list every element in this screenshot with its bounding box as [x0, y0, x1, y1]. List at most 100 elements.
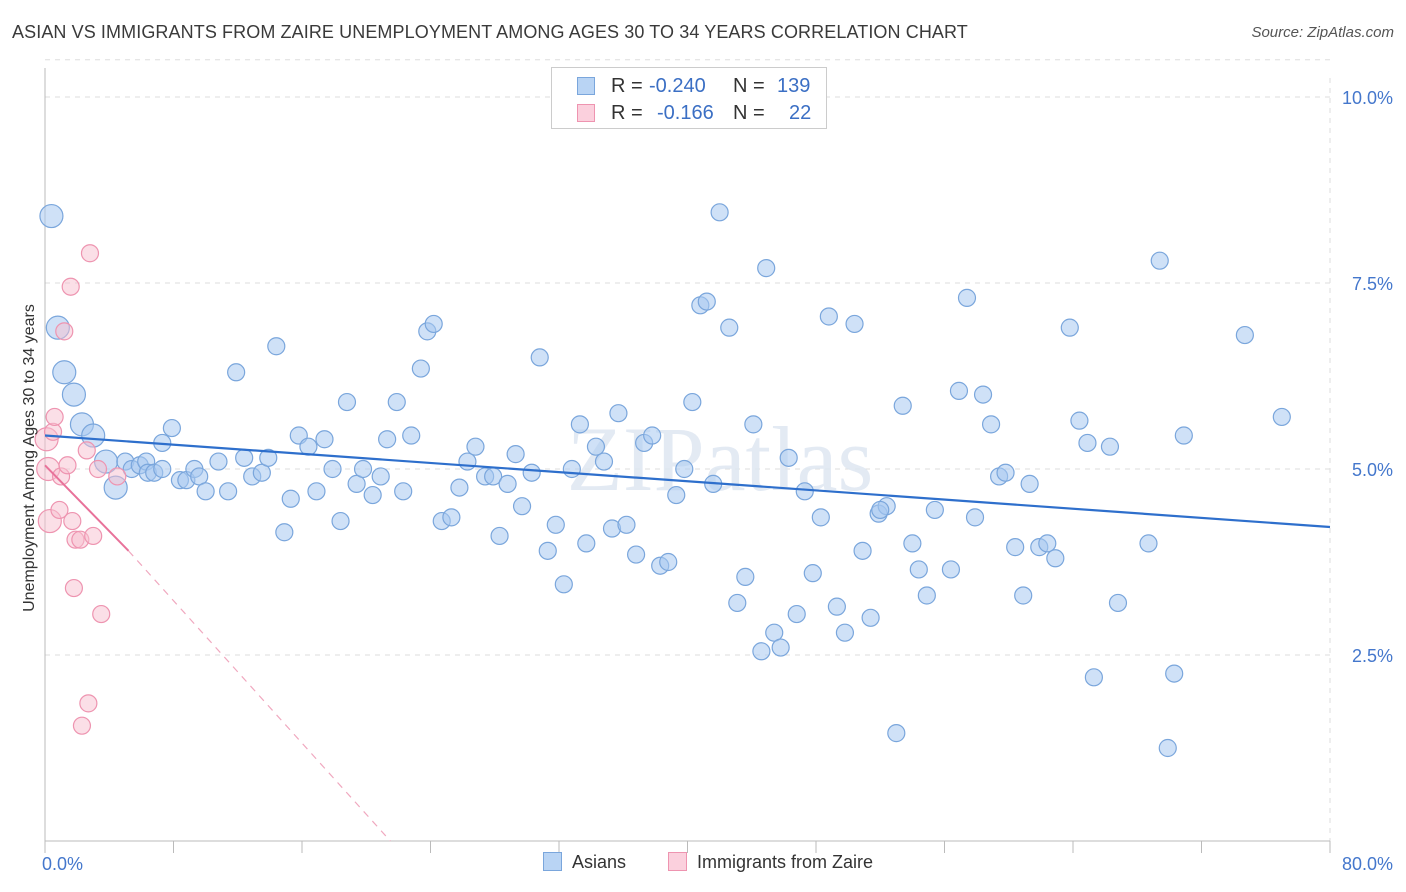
y-tick-label: 7.5% [1352, 274, 1393, 294]
asian-point [323, 459, 342, 479]
zaire-point [79, 694, 98, 713]
asian-point [1014, 586, 1033, 605]
r-label: R = [611, 75, 643, 97]
correlation-legend: R = -0.240 N = 139 R = -0.166 N = 22 [551, 67, 827, 129]
asian-point [1174, 426, 1193, 445]
asian-point [450, 478, 469, 497]
asian-point [803, 564, 822, 583]
asian-point [720, 318, 739, 337]
zaire-point [72, 716, 92, 735]
asian-point [752, 642, 771, 661]
axes [44, 68, 1331, 853]
x-tick-label: 0.0% [42, 854, 83, 874]
asian-point [811, 508, 830, 527]
zaire-legend-swatch [668, 852, 687, 871]
asian-point [941, 560, 961, 579]
asian-point [697, 292, 716, 311]
asian-point [562, 459, 581, 479]
asian-point [675, 459, 694, 479]
asian-point [795, 482, 814, 501]
asian-point [1070, 411, 1089, 430]
asian-point [281, 489, 300, 508]
asian-point [522, 463, 541, 482]
asian-point [853, 541, 872, 560]
n-value: 139 [777, 75, 811, 97]
asian-point [61, 382, 87, 407]
asian-point [353, 459, 373, 479]
asian-point [1020, 474, 1039, 493]
y-axis-label: Unemployment Among Ages 30 to 34 years [21, 304, 38, 612]
asian-point [1060, 318, 1079, 337]
asian-point [1100, 437, 1120, 456]
asian-point [307, 482, 326, 501]
legend-item-asians: Asians [543, 852, 626, 873]
zaire-point [45, 407, 64, 427]
asian-point [643, 426, 662, 445]
asian-point [424, 314, 443, 334]
zaire-point [55, 322, 74, 341]
asian-point [771, 638, 790, 657]
zaire-point [77, 441, 96, 460]
asian-point [981, 415, 1001, 434]
asian-point [363, 485, 382, 505]
asian-point [659, 552, 678, 572]
zaire-point [61, 277, 80, 296]
asian-point [1272, 407, 1291, 427]
asian-point [162, 418, 181, 438]
zaire-point [92, 604, 111, 624]
r-value: -0.240 [649, 75, 706, 97]
n-label: N = [733, 102, 765, 124]
asian-point [861, 608, 880, 627]
asian-point [710, 203, 729, 222]
legend-item-zaire: Immigrants from Zaire [668, 852, 873, 873]
tick-labels: 2.5% 5.0% 7.5% 10.0% 0.0% 80.0% [42, 88, 1393, 874]
zaire-point [108, 467, 127, 486]
asian-point [744, 415, 763, 434]
asian-point [1139, 534, 1158, 553]
asian-point [546, 515, 565, 534]
asian-point [196, 482, 215, 501]
asian-swatch [577, 77, 595, 95]
asian-point [275, 523, 294, 542]
asian-point [965, 508, 985, 527]
asian-legend-swatch [543, 852, 562, 871]
asian-point [925, 500, 944, 520]
asian-point [871, 500, 890, 520]
r-label: R = [611, 102, 643, 124]
asian-point [827, 597, 846, 616]
asian-point [371, 467, 390, 486]
y-tick-label: 2.5% [1352, 646, 1393, 666]
asian-point [299, 437, 318, 456]
asian-point [554, 575, 573, 594]
asian-point [337, 392, 357, 412]
zaire-point [50, 500, 69, 520]
asian-point [1108, 593, 1128, 613]
asian-point [887, 724, 906, 743]
asian-point [498, 474, 517, 493]
watermark: ZIPatlas [567, 408, 874, 510]
asian-point [787, 604, 806, 624]
asian-point [893, 396, 912, 415]
asian-point [402, 426, 421, 445]
asian-point [235, 448, 254, 467]
asian-point [387, 392, 406, 412]
zaire-trend-line [44, 464, 130, 552]
asian-point [219, 482, 238, 501]
asian-trend-line [44, 434, 1331, 529]
asian-point [736, 567, 755, 586]
asian-points [39, 203, 1291, 758]
y-tick-label: 5.0% [1352, 460, 1393, 480]
asian-point [153, 459, 172, 479]
zaire-point [58, 456, 77, 475]
asian-point [626, 545, 646, 564]
asian-point [1046, 549, 1065, 568]
zaire-point [88, 459, 108, 479]
asian-point [909, 560, 928, 579]
asian-point [1078, 433, 1097, 453]
asian-point [394, 482, 413, 501]
asian-point [819, 307, 838, 326]
asian-point [259, 448, 278, 467]
asian-point [1158, 738, 1177, 758]
zaire-point [80, 244, 100, 263]
asian-point [506, 445, 525, 464]
